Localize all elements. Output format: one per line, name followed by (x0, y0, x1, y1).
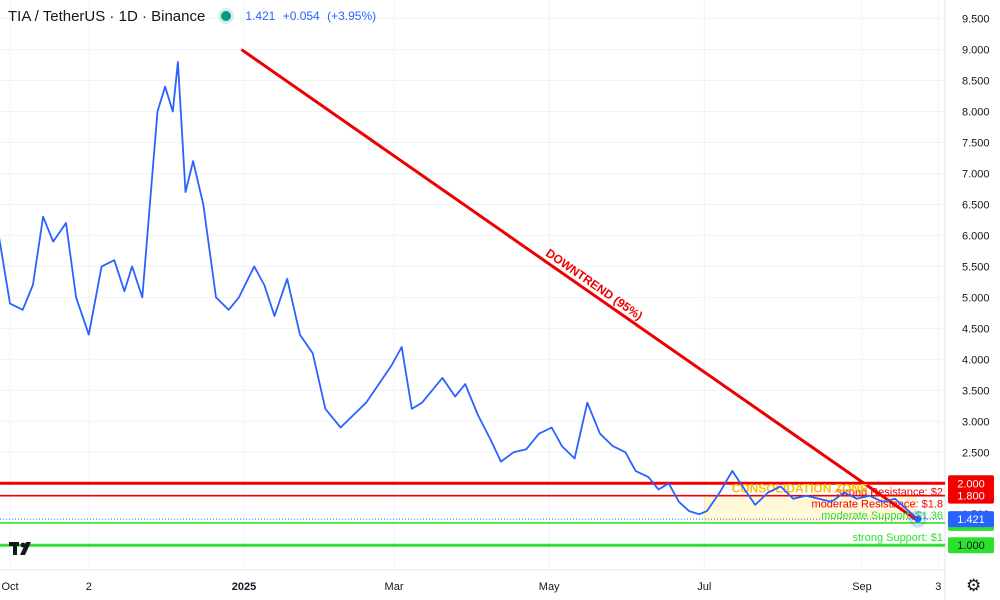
price-tick-label: 4.500 (962, 323, 990, 335)
last-price-marker[interactable] (914, 515, 922, 523)
price-badge-label: 2.000 (957, 478, 985, 490)
gear-icon[interactable]: ⚙ (966, 576, 982, 595)
price-tick-label: 7.500 (962, 138, 990, 150)
level-label-resistance: moderate Resistance: $1.8 (812, 499, 943, 511)
time-tick-label: Sep (852, 581, 872, 593)
price-tick-label: 6.000 (962, 230, 990, 242)
price-tick-label: 8.500 (962, 76, 990, 88)
downtrend-label: DOWNTREND (95%) (543, 246, 645, 323)
consolidation-zone-label: CONSOLIDATION ZONE (732, 482, 868, 496)
price-tick-label: 7.000 (962, 168, 990, 180)
price-tick-label: 3.500 (962, 385, 990, 397)
price-badge-label: 1.421 (957, 514, 985, 526)
chart-legend: TIA / TetherUS · 1D · Binance 1.421 +0.0… (8, 6, 380, 26)
price-badge-label: 1.800 (957, 491, 985, 503)
price-badge (948, 537, 994, 554)
price-tick-label: 5.500 (962, 261, 990, 273)
price-tick-label: 9.500 (962, 14, 990, 26)
time-tick-label: 2 (86, 581, 92, 593)
time-tick-label: Jul (697, 581, 711, 593)
price-tick-label: 3.000 (962, 416, 990, 428)
market-status-icon (221, 11, 232, 21)
price-series[interactable] (0, 61, 945, 528)
time-tick-label: May (539, 581, 560, 593)
price-tick-label: 2.500 (962, 447, 990, 459)
price-tick-label: 6.500 (962, 199, 990, 211)
time-tick-label: Mar (385, 581, 404, 593)
price-badge (948, 475, 994, 492)
time-tick-label: 2025 (232, 581, 256, 593)
price-change: +0.054 (282, 9, 320, 23)
time-tick-label: Oct (1, 581, 18, 593)
price-tick-label: 5.000 (962, 292, 990, 304)
time-tick-label: 3 (935, 581, 941, 593)
level-label-support: strong Support: $1 (852, 532, 943, 544)
price-badge-label: 1.000 (957, 540, 985, 552)
price-line[interactable] (0, 61, 919, 520)
symbol-title[interactable]: TIA / TetherUS · 1D · Binance (8, 7, 206, 25)
grid-lines (0, 0, 945, 570)
last-price: 1.421 (245, 9, 276, 23)
time-axis[interactable]: Oct 2 2025 Mar May Jul Sep 3 (1, 581, 941, 593)
price-axis[interactable]: 9.500 9.000 8.500 8.000 7.500 7.000 6.500 6.000… (962, 14, 990, 522)
downtrend-trendline[interactable] (240, 48, 917, 521)
price-tick-label: 8.000 (962, 107, 990, 119)
price-badge (948, 511, 994, 528)
price-badge (948, 487, 994, 504)
price-tick-label: 4.000 (962, 354, 990, 366)
price-change-percent: (+3.95%) (327, 9, 377, 23)
last-price-halo (909, 510, 927, 528)
quote-values: 1.421 +0.054 (+3.95%) (245, 9, 380, 23)
price-tick-label: 9.000 (962, 45, 990, 57)
tradingview-logo-icon[interactable] (8, 538, 40, 560)
downtrend-line[interactable]: DOWNTREND (95%) (240, 48, 917, 521)
